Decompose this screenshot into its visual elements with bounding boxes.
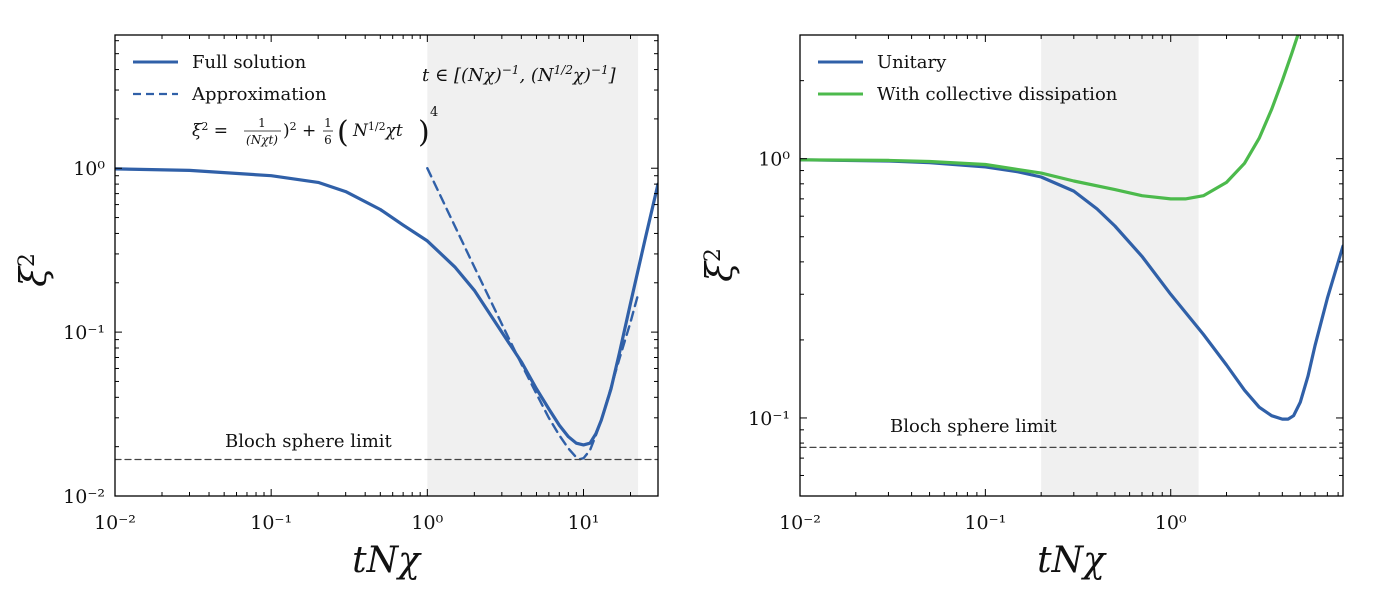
y-tick-label: 10⁻¹ [63,322,105,344]
x-axis-label: tNχ [1037,540,1107,581]
legend-label-full-solution: Full solution [192,52,307,73]
bloch-limit-label: Bloch sphere limit [225,431,393,452]
svg-text:ξ2: ξ2 [14,253,55,287]
x-tick-label: 10⁰ [411,512,443,534]
svg-text:N1/2χt: N1/2χt [352,120,403,142]
legend-label-dissipation: With collective dissipation [877,84,1118,105]
x-tick-label: 10⁰ [1155,512,1187,534]
right-chart: 10⁻² 10⁻¹ 10⁰ 10⁻¹ 10⁰ Bloch sphere limit Un… [700,34,1344,581]
series-with-collective-dissipation [800,35,1300,201]
x-tick-label: 10¹ [568,512,600,534]
x-axis-label: tNχ [352,540,422,581]
svg-text:ξ2 =: ξ2 = [192,120,228,142]
x-tick-label: 10⁻² [779,512,821,534]
svg-text:(: ( [337,115,349,150]
y-tick-label: 10⁰ [73,158,105,180]
formula: ξ2 = 1 (Nχt) )2 + 1 6 ( N1/2χt ) 4 [192,105,438,150]
series-unitary [800,158,1343,421]
x-tick-label: 10⁻¹ [250,512,292,534]
plot-frame [799,34,1344,497]
svg-text:4: 4 [430,105,438,120]
svg-text:ξ2: ξ2 [700,248,741,282]
shaded-region [1041,35,1199,496]
svg-text:1: 1 [258,116,266,130]
bloch-limit-label: Bloch sphere limit [890,416,1058,437]
legend: Full solution Approximation [133,52,327,105]
svg-text:(Nχt): (Nχt) [246,133,278,147]
series-approximation [426,167,640,461]
legend-label-approximation: Approximation [191,84,327,105]
y-tick-label: 10⁰ [758,149,790,171]
series-full-solution [115,167,658,447]
svg-text:1: 1 [324,116,332,130]
legend: Unitary With collective dissipation [818,52,1118,105]
legend-label-unitary: Unitary [877,52,947,73]
plot-frame [114,34,659,497]
x-tick-label: 10⁻² [94,512,136,534]
svg-text:6: 6 [324,133,332,147]
left-chart: 10⁻² 10⁻¹ 10⁰ 10¹ 10⁻² 10⁻¹ 10⁰ Bloch sphere l… [14,34,659,581]
shaded-region [427,35,639,496]
y-tick-label: 10⁻² [63,486,105,508]
svg-text:): ) [418,115,430,150]
x-tick-label: 10⁻¹ [964,512,1006,534]
svg-text:)2 +: )2 + [283,120,316,142]
region-label: t ∈ [(Nχ)−1, (N1/2χ)−1] [422,63,617,86]
y-tick-label: 10⁻¹ [748,408,790,430]
